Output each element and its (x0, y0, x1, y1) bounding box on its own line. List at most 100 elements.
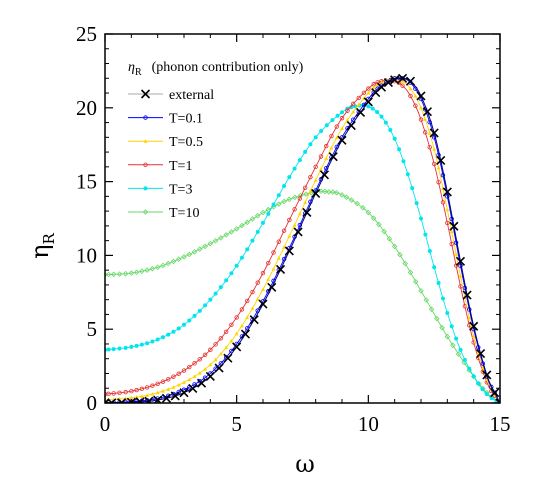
data-point-t-10-17 (191, 249, 198, 255)
data-point-t-1-2 (111, 391, 116, 396)
data-point-t-10-29 (254, 212, 261, 219)
data-point-external-29 (355, 107, 366, 117)
data-point-t-3-19 (203, 303, 208, 308)
data-point-external-38 (422, 107, 432, 117)
data-point-t-0-1-21 (213, 366, 218, 371)
legend-label: T=0.5 (169, 135, 203, 150)
data-point-t-3-17 (192, 313, 197, 318)
data-point-t-3-71 (454, 336, 459, 341)
series-t-0-1 (105, 75, 500, 403)
data-point-t-0-5-75 (480, 365, 485, 370)
data-point-t-0-5-10 (155, 390, 160, 395)
data-point-t-0-5-25 (234, 331, 239, 336)
data-point-t-1-35 (287, 217, 292, 223)
data-point-t-10-53 (376, 221, 382, 228)
data-point-t-3-66 (432, 265, 437, 270)
data-point-t-0-5-12 (166, 387, 171, 391)
data-point-t-1-28 (250, 289, 255, 295)
data-point-t-1-18 (197, 357, 202, 362)
data-point-t-1-65 (436, 180, 441, 185)
data-point-t-3-20 (208, 297, 213, 302)
data-point-t-10-52 (370, 215, 377, 221)
data-point-t-0-5-51 (371, 85, 376, 90)
data-point-t-3-38 (303, 149, 308, 154)
data-point-t-3-36 (292, 166, 297, 171)
data-point-t-1-67 (445, 220, 450, 226)
data-point-t-0-5-47 (351, 109, 356, 114)
data-point-external-22 (293, 227, 303, 237)
data-point-t-0-1-67 (445, 194, 450, 199)
legend-label: external (169, 88, 214, 103)
data-point-external-48 (490, 388, 500, 398)
data-point-t-10-38 (303, 191, 309, 197)
data-point-t-1-12 (165, 377, 171, 382)
data-point-t-10-2 (110, 271, 117, 278)
data-point-t-3-24 (229, 271, 234, 276)
data-point-t-0-5-35 (287, 234, 292, 238)
data-point-t-1-38 (302, 185, 308, 190)
data-point-t-3-23 (224, 278, 229, 283)
y-axis-label-main: η (26, 244, 54, 258)
legend-item-external: external (128, 88, 214, 103)
data-point-t-0-5-27 (245, 315, 250, 319)
data-point-t-10-43 (326, 189, 332, 195)
data-point-t-1-42 (324, 143, 329, 149)
data-point-t-0-5-17 (192, 374, 197, 379)
data-point-t-3-45 (340, 110, 344, 115)
legend-marker (142, 209, 149, 215)
data-point-t-10-18 (197, 246, 203, 252)
data-point-t-10-15 (181, 254, 187, 260)
data-point-t-0-1-4 (123, 399, 128, 403)
data-point-t-1-46 (345, 108, 350, 113)
data-point-external-32 (376, 82, 387, 92)
data-point-external-10 (188, 383, 198, 393)
data-point-t-1-32 (271, 250, 276, 255)
data-point-t-3-70 (449, 324, 454, 329)
data-point-t-1-36 (292, 207, 297, 212)
data-point-t-10-32 (270, 204, 277, 210)
data-point-t-0-5-24 (229, 338, 234, 343)
legend-marker (140, 89, 151, 99)
data-point-t-0-5-7 (139, 394, 144, 398)
data-point-t-0-5-68 (449, 229, 454, 234)
data-point-t-1-13 (171, 374, 176, 379)
data-point-t-10-50 (360, 205, 366, 211)
data-point-t-1-59 (408, 93, 413, 99)
data-point-t-0-5-8 (145, 393, 150, 397)
data-point-t-10-56 (391, 243, 398, 250)
data-point-external-39 (429, 128, 439, 138)
data-point-t-10-9 (149, 265, 156, 272)
data-point-external-5 (144, 396, 154, 403)
data-point-t-0-1-13 (171, 391, 176, 397)
data-point-t-0-1-70 (458, 263, 463, 268)
data-point-t-3-14 (176, 326, 181, 331)
data-point-external-34 (390, 75, 400, 85)
series-external (105, 73, 500, 403)
data-point-t-0-1-66 (440, 172, 446, 178)
data-point-t-0-5-42 (324, 156, 329, 160)
data-point-external-42 (449, 221, 459, 231)
legend-item-t-0-5: T=0.5 (128, 135, 203, 150)
x-axis-label: ω (295, 450, 315, 478)
data-point-external-24 (311, 188, 321, 198)
data-point-t-0-5-52 (375, 82, 380, 87)
x-tick-label: 15 (490, 412, 511, 436)
series-t-0-5 (105, 76, 500, 403)
data-point-t-10-27 (244, 219, 250, 226)
data-point-t-1-5 (129, 388, 134, 394)
data-point-t-1-61 (418, 117, 424, 122)
data-point-t-3-15 (182, 322, 186, 327)
data-point-t-10-1 (105, 271, 112, 278)
data-point-t-3-40 (313, 135, 318, 140)
data-point-t-0-5-23 (224, 345, 229, 350)
data-point-t-0-5-16 (187, 377, 192, 382)
data-point-external-7 (161, 393, 172, 403)
y-tick-label: 15 (76, 170, 97, 194)
data-point-t-3-60 (405, 172, 410, 177)
data-point-t-3-67 (436, 281, 441, 286)
data-point-t-0-5-45 (340, 126, 344, 131)
data-point-t-0-5-34 (282, 245, 287, 249)
data-point-t-10-8 (144, 267, 150, 273)
data-point-t-0-1-64 (431, 135, 437, 140)
